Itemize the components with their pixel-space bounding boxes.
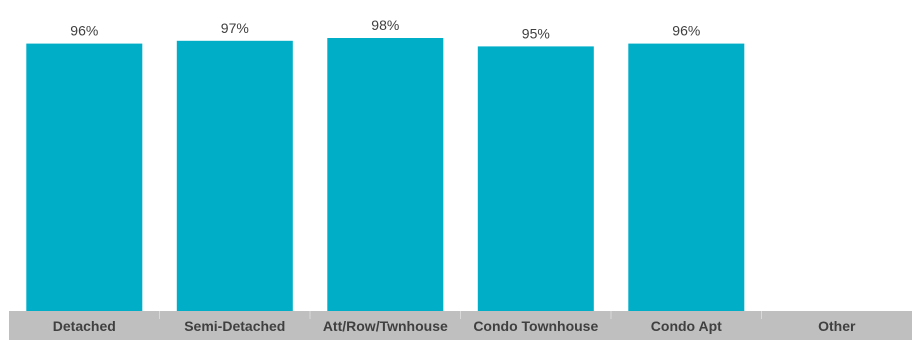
category-label-semi-detached: Semi-Detached [184,318,285,334]
category-label-condo-townhouse: Condo Townhouse [473,318,598,334]
category-label-other: Other [818,318,856,334]
bar-detached [26,43,143,311]
bar-condo-townhouse [477,46,594,312]
category-label-detached: Detached [53,318,116,334]
value-label-condo-townhouse: 95% [522,25,550,41]
value-label-att-row-twnhouse: 98% [371,17,399,33]
bars-group [26,38,745,312]
bar-att-row-twnhouse [327,38,444,311]
category-labels-group: Detached Semi-Detached Att/Row/Twnhouse Con… [53,318,856,334]
category-label-condo-apt: Condo Apt [651,318,722,334]
category-label-att-row-twnhouse: Att/Row/Twnhouse [323,318,448,334]
bar-condo-apt [628,43,745,311]
value-label-condo-apt: 96% [672,23,700,39]
category-separators [159,311,762,319]
bar-semi-detached [176,40,293,312]
value-label-semi-detached: 97% [221,20,249,36]
value-labels-group: 96% 97% 98% 95% 96% [70,17,700,41]
value-label-detached: 96% [70,23,98,39]
